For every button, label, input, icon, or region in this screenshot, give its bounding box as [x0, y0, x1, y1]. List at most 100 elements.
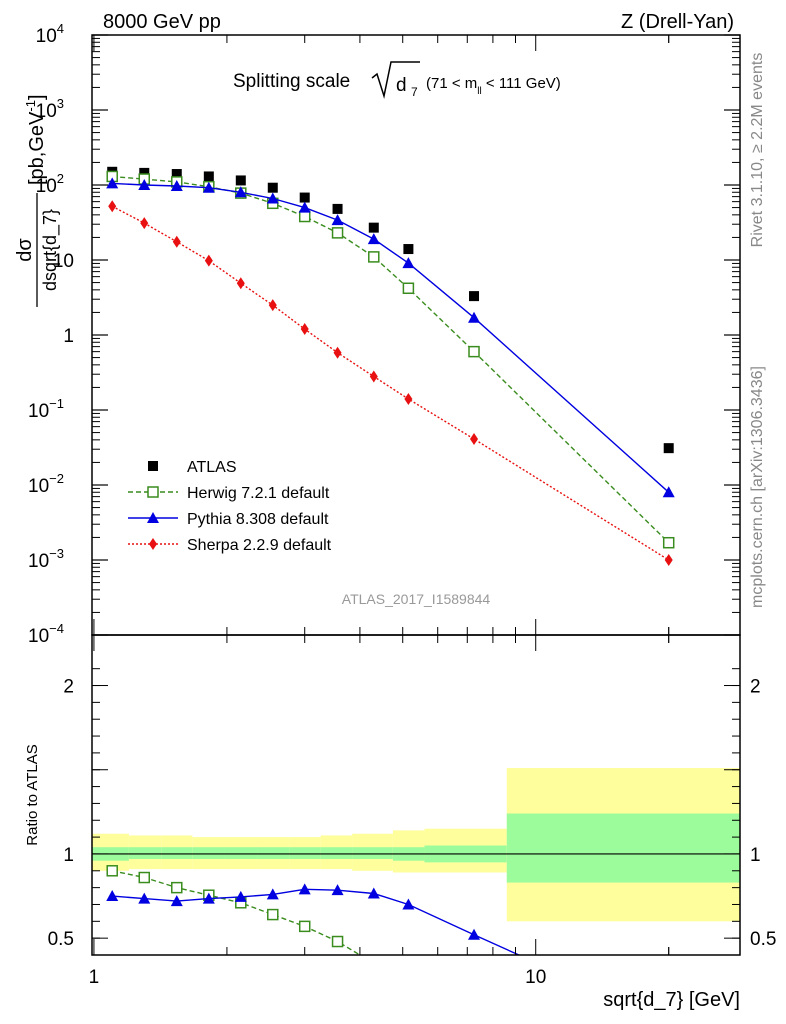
title-range-sub: ll [477, 86, 481, 97]
x-tick-label: 1 [89, 967, 100, 988]
stat-uncertainty-band [257, 847, 290, 859]
data-point-open-square [331, 935, 344, 948]
y-tick-label: 102 [36, 171, 64, 197]
y-tick-label: 103 [36, 96, 64, 122]
ratio-y-label: Ratio to ATLAS [24, 744, 41, 845]
data-point-square [139, 167, 150, 178]
data-point-triangle [367, 233, 380, 245]
data-point-triangle [106, 177, 119, 189]
data-point-triangle [266, 192, 279, 204]
data-point-triangle [170, 179, 183, 191]
y-tick-exponent: −2 [49, 471, 64, 486]
data-point-triangle [402, 257, 415, 269]
y-tick-base: 10 [28, 401, 49, 422]
y-tick-base: 10 [36, 26, 57, 47]
y-tick-label: 1 [63, 326, 74, 347]
stat-uncertainty-band [128, 847, 162, 859]
y-tick-exponent: 4 [57, 21, 64, 36]
stat-uncertainty-band [352, 847, 393, 859]
data-point-triangle [234, 186, 247, 198]
title-main: Splitting scale [233, 71, 350, 92]
y-tick-label: 10−1 [28, 396, 64, 422]
data-point-square [368, 222, 379, 233]
data-point-triangle [234, 890, 247, 902]
title-range-end: < 111 GeV) [482, 75, 561, 92]
legend: ATLAS Herwig 7.2.1 default Pythia 8.308 de… [128, 459, 332, 554]
y-tick-exponent: 3 [57, 96, 64, 111]
data-point-diamond [300, 323, 309, 336]
title-sqrt-sub: 7 [411, 85, 418, 99]
ylabel-unit-end: ] [26, 94, 48, 100]
data-point-open-square [298, 210, 311, 223]
data-point-open-square [331, 227, 344, 239]
watermark: ATLAS_2017_I1589844 [342, 591, 491, 607]
data-point-square [469, 291, 480, 302]
data-point-triangle [662, 486, 675, 498]
data-point-triangle [367, 887, 380, 899]
data-point-triangle [298, 883, 311, 895]
data-point-square [235, 175, 246, 186]
ratio-y-tick-label: 1 [63, 845, 74, 866]
ylabel-den: dsqrt{d_7} [40, 209, 61, 291]
data-point-diamond [204, 254, 213, 267]
data-point-square [403, 244, 414, 255]
y-tick-label: 10 [53, 251, 74, 272]
data-point-diamond [149, 538, 157, 550]
ylabel-unit-sup: -1 [23, 100, 38, 112]
data-point-open-square [106, 865, 118, 877]
data-point-diamond [470, 433, 479, 446]
y-tick-base: 10 [36, 101, 57, 122]
data-point-triangle [138, 179, 151, 190]
data-point-open-square [147, 486, 159, 498]
side-label-mcplots: mcplots.cern.ch [arXiv:1306.3436] [749, 366, 766, 608]
ylabel-unit: [pb,GeV-1] [23, 94, 48, 185]
data-point-diamond [108, 200, 117, 213]
y-tick-exponent: −1 [49, 396, 64, 411]
ylabel-unit-text: [pb,GeV [26, 111, 48, 185]
stat-uncertainty-band [320, 847, 353, 859]
y-tick-label: 104 [36, 21, 64, 47]
data-point-square [332, 203, 343, 214]
ratio-y-tick-label: 0.5 [48, 929, 74, 950]
data-point-diamond [404, 393, 413, 406]
data-point-triangle [468, 311, 481, 323]
x-axis-label: sqrt{d_7} [GeV] [603, 989, 740, 1011]
ratio-y-tick-label-right: 0.5 [750, 929, 776, 950]
data-point-triangle [138, 892, 151, 904]
plot-title: Splitting scale [233, 71, 350, 92]
header-left: 8000 GeV pp [103, 11, 221, 33]
stat-uncertainty-band [506, 813, 740, 883]
y-tick-exponent: −3 [49, 546, 64, 561]
y-tick-label: 10−4 [28, 621, 64, 647]
ratio-bands [92, 768, 740, 922]
ylabel-num: dσ [14, 238, 36, 262]
ratio-series-line [112, 870, 362, 955]
legend-label: Herwig 7.2.1 default [187, 485, 330, 502]
data-point-square [148, 461, 158, 471]
data-point-open-square [138, 871, 151, 884]
data-point-triangle [402, 898, 415, 910]
side-label-rivet: Rivet 3.1.10, ≥ 2.2M events [749, 53, 766, 248]
ratio-y-tick-label-right: 1 [750, 845, 761, 866]
title-sqrt-d: d [396, 75, 407, 96]
header-right: Z (Drell-Yan) [621, 11, 734, 33]
stat-uncertainty-band [224, 847, 258, 859]
data-point-open-square [662, 536, 675, 549]
x-tick-label: 10 [525, 967, 546, 988]
y-axis-label: dσ dsqrt{d_7} [pb,GeV-1] [14, 94, 61, 307]
series-line [111, 205, 670, 561]
data-point-open-square [298, 920, 311, 933]
y-tick-base: 10 [28, 551, 49, 572]
ratio-series-line [112, 888, 521, 955]
data-point-triangle [202, 181, 215, 193]
ratio-y-tick-label: 2 [63, 677, 74, 698]
data-point-square [299, 192, 310, 203]
data-point-triangle [106, 890, 119, 902]
data-point-triangle [298, 201, 311, 213]
data-point-diamond [140, 217, 149, 230]
y-tick-base: 1 [63, 326, 74, 347]
data-point-open-square [171, 881, 183, 894]
data-point-diamond [664, 554, 673, 566]
data-point-diamond [268, 299, 277, 312]
